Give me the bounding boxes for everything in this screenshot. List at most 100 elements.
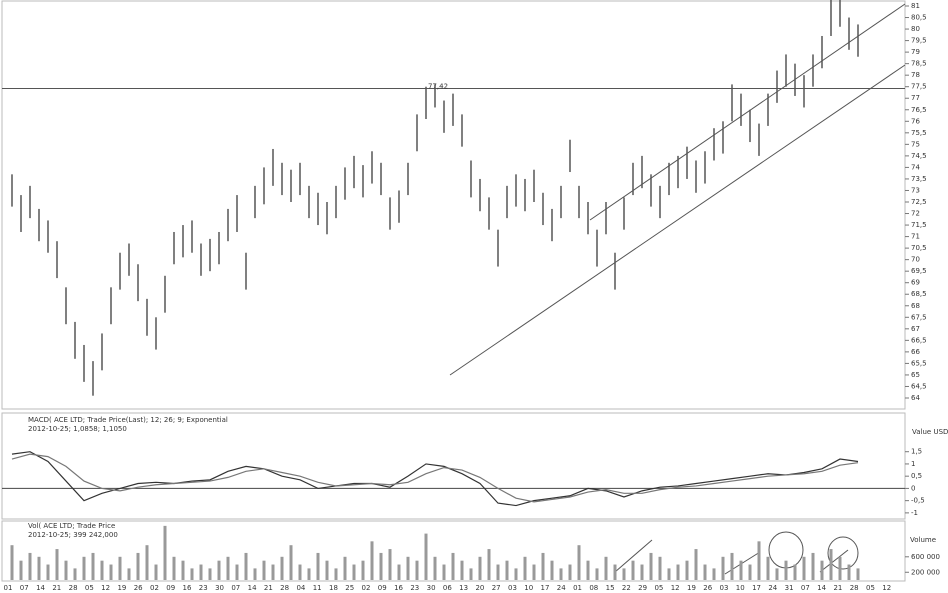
volume-bar: [280, 556, 284, 580]
volume-bar: [397, 564, 401, 580]
volume-bar: [757, 541, 761, 580]
x-tick-label: 14: [36, 584, 45, 592]
volume-bar: [622, 568, 626, 580]
x-tick-label: 14: [248, 584, 257, 592]
y-tick-label: 65: [911, 371, 920, 379]
x-tick-label: 18: [329, 584, 338, 592]
x-tick-label: 07: [20, 584, 29, 592]
volume-bar: [415, 560, 419, 580]
y-tick-label: 70,5: [911, 244, 927, 252]
volume-bar: [136, 552, 140, 580]
x-tick-label: 30: [215, 584, 224, 592]
volume-bar: [352, 564, 356, 580]
volume-bar: [559, 568, 563, 580]
volume-bar: [793, 564, 797, 580]
x-tick-label: 04: [296, 584, 305, 592]
volume-bar: [604, 556, 608, 580]
volume-bar: [595, 568, 599, 580]
volume-bar: [775, 568, 779, 580]
volume-bar: [811, 552, 815, 580]
x-tick-label: 22: [622, 584, 631, 592]
x-tick-label: 02: [150, 584, 159, 592]
macd-panel: [1, 412, 906, 520]
macd-line: [11, 453, 859, 503]
y-tick-label: -1: [911, 509, 918, 517]
x-tick-label: 23: [410, 584, 419, 592]
y-tick-label: 1,5: [911, 448, 922, 456]
volume-bar: [46, 564, 50, 580]
y-tick-label: 64,5: [911, 382, 927, 390]
y-tick-label: 75,5: [911, 129, 927, 137]
volume-bar: [433, 556, 437, 580]
x-tick-label: 17: [752, 584, 761, 592]
volume-bar: [586, 560, 590, 580]
x-tick-label: 28: [280, 584, 289, 592]
x-tick-label: 31: [785, 584, 794, 592]
x-tick-label: 12: [671, 584, 680, 592]
price-panel: [1, 0, 906, 410]
x-tick-label: 27: [492, 584, 501, 592]
volume-bar: [568, 564, 572, 580]
volume-bar: [289, 545, 293, 580]
x-tick-label: 16: [183, 584, 192, 592]
y-tick-label: 66,5: [911, 336, 927, 344]
volume-bar: [748, 564, 752, 580]
volume-bar: [100, 560, 104, 580]
x-tick-label: 07: [801, 584, 810, 592]
y-tick-label: 64: [911, 394, 920, 402]
trend-line: [449, 64, 906, 376]
x-tick-label: 24: [768, 584, 777, 592]
volume-bar: [658, 556, 662, 580]
x-tick-label: 26: [134, 584, 143, 592]
volume-bar: [226, 556, 230, 580]
volume-bar: [496, 564, 500, 580]
volume-bar: [208, 568, 212, 580]
y-tick-label: -0,5: [911, 497, 925, 505]
x-tick-label: 20: [475, 584, 484, 592]
y-tick-label: 66: [911, 348, 920, 356]
x-tick-label: 30: [427, 584, 436, 592]
x-tick-label: 28: [850, 584, 859, 592]
y-tick-label: 81: [911, 2, 920, 10]
level-label: 77,42: [428, 83, 448, 91]
macd-title: MACD( ACE LTD; Trade Price(Last); 12; 26…: [28, 416, 228, 424]
x-tick-label: 19: [687, 584, 696, 592]
y-tick-label: 74,5: [911, 152, 927, 160]
volume-bar: [55, 549, 59, 580]
y-tick-label: 77: [911, 94, 920, 102]
volume-bar: [505, 560, 509, 580]
x-tick-label: 26: [703, 584, 712, 592]
y-tick-label: 80,5: [911, 14, 927, 22]
y-tick-label: 76,5: [911, 106, 927, 114]
volume-bar: [181, 560, 185, 580]
y-tick-label: 78,5: [911, 60, 927, 68]
volume-bar: [307, 568, 311, 580]
y-tick-label: 71: [911, 233, 920, 241]
volume-bar: [118, 556, 122, 580]
x-tick-label: 29: [638, 584, 647, 592]
volume-bar: [154, 564, 158, 580]
volume-bar: [631, 560, 635, 580]
y-tick-label: 78: [911, 71, 920, 79]
volume-bar: [271, 564, 275, 580]
volume-bar: [253, 568, 257, 580]
volume-bar: [721, 556, 725, 580]
volume-bar: [676, 564, 680, 580]
volume-bar: [640, 564, 644, 580]
volume-panel: [1, 520, 906, 582]
volume-axis-label: Volume: [910, 536, 936, 544]
y-tick-label: 79,5: [911, 37, 927, 45]
volume-bar: [73, 568, 77, 580]
y-tick-label: 73,5: [911, 175, 927, 183]
x-tick-label: 23: [199, 584, 208, 592]
x-tick-label: 17: [541, 584, 550, 592]
volume-bar: [325, 560, 329, 580]
volume-bar: [739, 560, 743, 580]
highlight-circle: [827, 536, 859, 570]
volume-bar: [316, 552, 320, 580]
volume-bar: [766, 556, 770, 580]
volume-subtitle: 2012-10-25; 399 242,000: [28, 531, 118, 539]
volume-bar: [424, 533, 428, 580]
volume-bar: [667, 568, 671, 580]
volume-bar: [235, 564, 239, 580]
